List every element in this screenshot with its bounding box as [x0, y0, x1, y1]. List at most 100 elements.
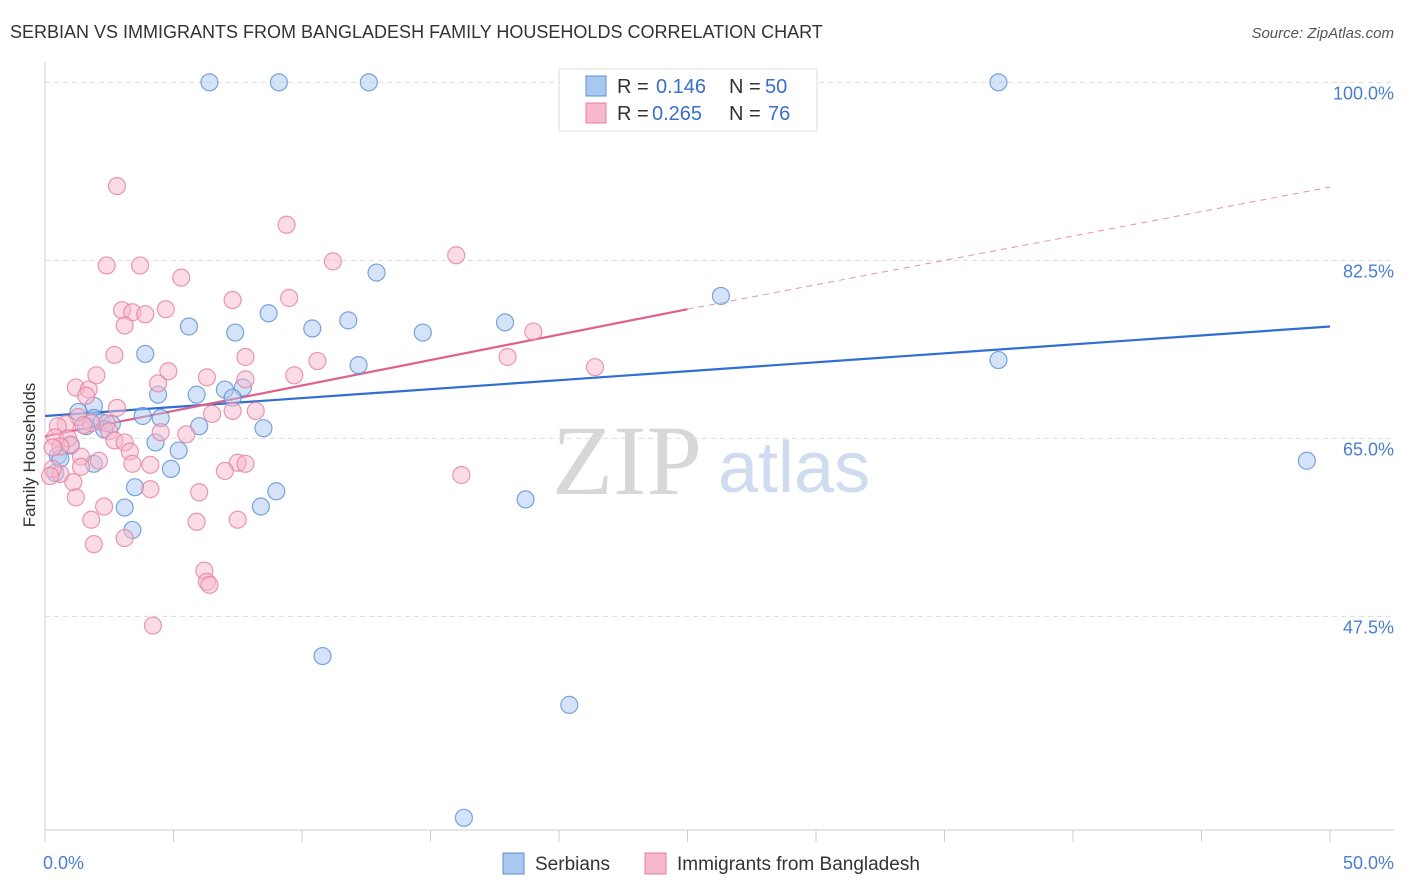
y-tick-label-3: 100.0% — [1333, 83, 1394, 103]
point-bangladesh-66 — [228, 510, 247, 529]
chart-source: Source: ZipAtlas.com — [1251, 25, 1394, 42]
point-bangladesh-7 — [280, 288, 299, 308]
point-bangladesh-18 — [308, 351, 327, 371]
point-bangladesh-68 — [115, 528, 134, 548]
point-bangladesh-57 — [215, 461, 234, 481]
legend-r-value-bangladesh: 0.265 — [652, 103, 702, 125]
point-bangladesh-4 — [447, 246, 466, 265]
point-bangladesh-72 — [200, 575, 219, 594]
point-serbians-40 — [1297, 451, 1316, 470]
bottom-legend-label-bangladesh: Immigrants from Bangladesh — [677, 854, 920, 875]
point-bangladesh-20 — [159, 362, 178, 381]
point-serbians-24 — [133, 406, 152, 426]
y-tick-label-0: 47.5% — [1343, 617, 1394, 637]
legend-swatch-serbians — [585, 75, 607, 97]
legend-n-label-serbians: N = — [729, 76, 761, 98]
point-bangladesh-28 — [77, 386, 96, 405]
point-serbians-7 — [259, 304, 278, 323]
point-serbians-41 — [516, 490, 535, 509]
point-serbians-37 — [161, 459, 181, 478]
point-bangladesh-64 — [95, 497, 114, 516]
watermark-atlas: atlas — [718, 428, 870, 508]
bottom-legend-swatch-bangladesh — [644, 852, 667, 875]
point-bangladesh-0 — [107, 177, 127, 196]
scatter-points — [41, 73, 1316, 827]
point-bangladesh-19 — [585, 358, 605, 377]
point-bangladesh-12 — [136, 305, 155, 324]
x-tick-label-0: 0.0% — [43, 853, 84, 873]
point-serbians-8 — [339, 311, 358, 330]
point-serbians-13 — [136, 344, 155, 364]
point-bangladesh-2 — [130, 256, 150, 275]
point-serbians-4 — [367, 263, 386, 282]
point-serbians-30 — [254, 419, 273, 438]
point-serbians-15 — [989, 350, 1008, 370]
point-serbians-34 — [169, 441, 188, 460]
point-serbians-38 — [267, 482, 286, 501]
point-bangladesh-8 — [223, 290, 242, 310]
point-bangladesh-17 — [498, 347, 517, 367]
point-bangladesh-48 — [43, 438, 62, 457]
point-bangladesh-30 — [246, 401, 265, 421]
trend-line-serbians — [44, 325, 1331, 418]
legend-r-label-serbians: R = — [617, 76, 649, 98]
point-bangladesh-63 — [66, 488, 85, 507]
legend-swatch-bangladesh — [585, 102, 607, 124]
point-bangladesh-56 — [71, 457, 91, 476]
stats-legend: R = 0.146 N = 50 R = 0.265 N = 76 — [558, 68, 818, 132]
point-serbians-19 — [187, 385, 206, 404]
bottom-legend: Serbians Immigrants from Bangladesh — [502, 852, 920, 875]
point-serbians-9 — [179, 317, 199, 336]
point-bangladesh-67 — [187, 512, 206, 531]
point-bangladesh-60 — [64, 473, 83, 492]
point-bangladesh-29 — [223, 401, 242, 421]
point-bangladesh-16 — [236, 347, 255, 367]
bottom-legend-label-serbians: Serbians — [535, 854, 610, 875]
point-serbians-47 — [454, 808, 474, 827]
point-bangladesh-61 — [141, 480, 160, 499]
point-bangladesh-65 — [82, 510, 101, 529]
point-serbians-11 — [226, 323, 245, 342]
point-serbians-46 — [560, 695, 579, 714]
point-serbians-1 — [269, 73, 288, 92]
point-serbians-43 — [251, 497, 270, 516]
point-bangladesh-59 — [452, 465, 471, 485]
legend-r-label-bangladesh: R = — [617, 103, 649, 125]
point-bangladesh-73 — [143, 616, 163, 635]
point-bangladesh-1 — [277, 215, 296, 234]
point-bangladesh-13 — [115, 316, 134, 335]
bottom-legend-swatch-serbians — [502, 852, 525, 875]
point-serbians-29 — [190, 417, 209, 436]
point-serbians-12 — [303, 319, 322, 338]
point-serbians-6 — [495, 313, 515, 332]
x-tick-label-1: 50.0% — [1343, 853, 1394, 873]
point-bangladesh-51 — [89, 451, 109, 470]
point-bangladesh-25 — [148, 374, 168, 393]
point-bangladesh-6 — [172, 268, 191, 287]
point-bangladesh-32 — [202, 404, 222, 424]
y-tick-label-2: 82.5% — [1343, 261, 1394, 281]
legend-n-value-serbians: 50 — [765, 76, 787, 98]
point-serbians-2 — [359, 73, 378, 92]
y-tick-label-1: 65.0% — [1343, 439, 1394, 459]
point-serbians-39 — [125, 478, 145, 497]
point-bangladesh-41 — [177, 425, 196, 444]
chart-title: SERBIAN VS IMMIGRANTS FROM BANGLADESH FA… — [10, 22, 823, 42]
point-bangladesh-37 — [74, 416, 93, 435]
point-bangladesh-22 — [197, 368, 217, 387]
point-bangladesh-14 — [524, 322, 543, 341]
point-bangladesh-24 — [87, 366, 106, 385]
point-serbians-45 — [313, 646, 332, 666]
point-bangladesh-55 — [236, 454, 255, 473]
point-bangladesh-9 — [156, 300, 175, 319]
point-bangladesh-15 — [105, 345, 124, 365]
watermark-zip: ZIP — [552, 405, 702, 516]
point-bangladesh-3 — [323, 252, 342, 271]
point-bangladesh-53 — [141, 455, 160, 474]
y-axis-label: Family Households — [20, 383, 39, 528]
trend-line-bangladesh-extension — [687, 186, 1331, 310]
point-bangladesh-52 — [123, 454, 142, 473]
legend-n-value-bangladesh: 76 — [768, 103, 790, 125]
point-serbians-0 — [200, 73, 219, 92]
point-bangladesh-75 — [41, 466, 60, 486]
